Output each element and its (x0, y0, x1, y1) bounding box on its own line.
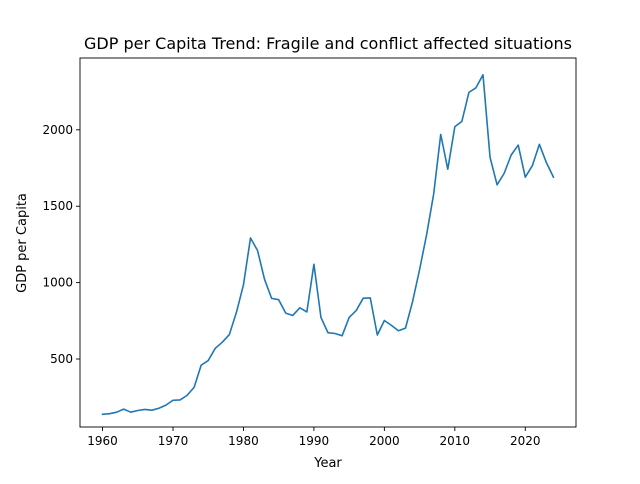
x-axis-label: Year (313, 456, 342, 471)
plot-frame (79, 57, 577, 428)
y-tick-label-1000: 1000 (42, 276, 73, 290)
plot-area: 1960 1970 1980 1990 2000 2010 2020 500 1000 1500 2… (42, 57, 577, 448)
x-tick-label-1990: 1990 (299, 434, 330, 448)
x-tick-label-2000: 2000 (369, 434, 400, 448)
x-tick-label-2020: 2020 (510, 434, 541, 448)
y-axis-label: GDP per Capita (15, 193, 30, 293)
y-tick-label-1500: 1500 (42, 199, 73, 213)
x-tick-label-1970: 1970 (158, 434, 189, 448)
chart-title: GDP per Capita Trend: Fragile and confli… (84, 34, 572, 53)
y-tick-label-500: 500 (50, 352, 73, 366)
x-tick-label-2010: 2010 (440, 434, 471, 448)
series-line-0 (101, 74, 555, 416)
y-tick-label-2000: 2000 (42, 123, 73, 137)
x-tick-label-1960: 1960 (87, 434, 118, 448)
x-tick-label-1980: 1980 (228, 434, 259, 448)
